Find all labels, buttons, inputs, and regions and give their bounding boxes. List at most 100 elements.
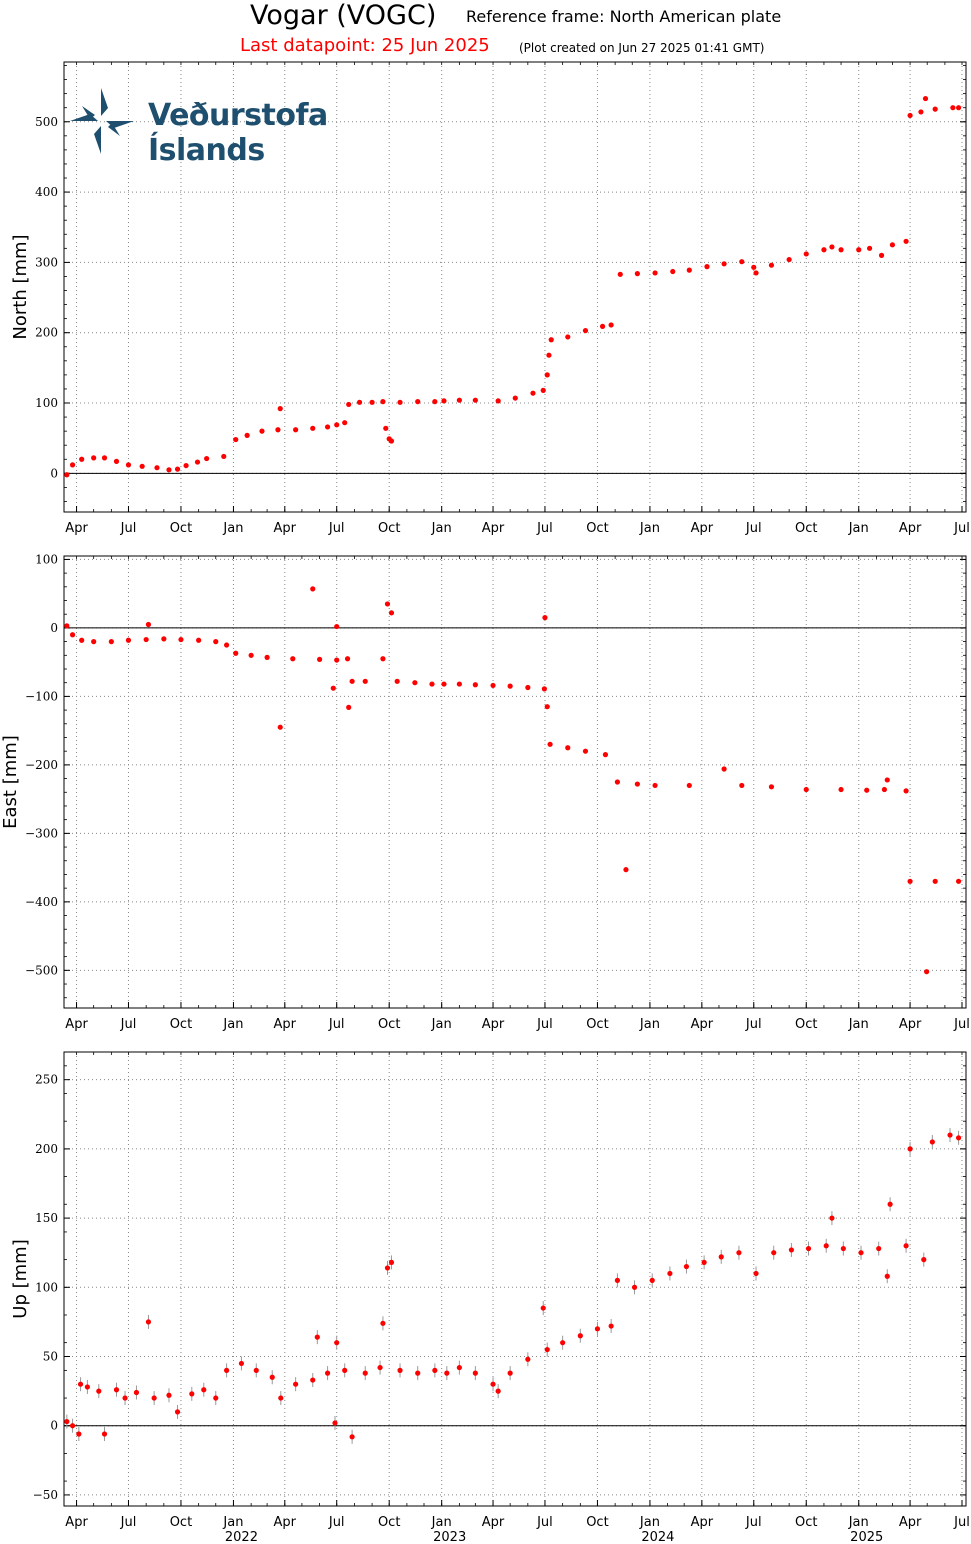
x-tick-label: Jul <box>328 1515 345 1530</box>
x-tick-label: Apr <box>274 521 297 536</box>
data-point <box>683 1263 690 1270</box>
data-point <box>342 420 348 426</box>
data-point <box>101 1431 108 1437</box>
data-point <box>649 1277 655 1283</box>
data-point <box>244 432 250 438</box>
data-point <box>275 427 281 433</box>
data-point <box>161 636 167 642</box>
data-point <box>125 637 132 643</box>
data-point <box>133 1389 140 1396</box>
y-tick-label: −200 <box>25 758 58 772</box>
data-point <box>704 264 710 270</box>
x-tick-label: Jul <box>953 1515 970 1530</box>
y-tick-label: 0 <box>50 621 58 635</box>
data-point <box>145 621 152 628</box>
y-tick-label: 500 <box>35 115 58 129</box>
data-point <box>599 323 606 329</box>
y-tick-label: 0 <box>50 466 58 480</box>
x-tick-label: Jul <box>745 1515 762 1530</box>
data-point <box>383 425 389 431</box>
x-tick-label: Apr <box>691 1017 714 1032</box>
data-point <box>884 1273 890 1279</box>
x-tick-label: Oct <box>586 521 608 536</box>
data-point <box>332 1420 338 1426</box>
x-tick-label: Jul <box>953 521 970 536</box>
x-tick-label: Jan <box>639 1017 660 1032</box>
data-point <box>955 878 962 884</box>
data-point <box>932 106 938 112</box>
data-point <box>233 436 239 443</box>
data-point <box>922 95 929 102</box>
data-point <box>907 878 913 884</box>
data-point <box>739 782 745 789</box>
data-point <box>183 462 189 469</box>
plot-frame <box>63 61 967 513</box>
y-axis-label: East [mm] <box>0 735 21 829</box>
data-point <box>565 745 571 751</box>
data-point <box>69 632 76 638</box>
data-point <box>84 1384 90 1390</box>
logo-text: Veðurstofa Íslands <box>148 98 328 168</box>
data-point <box>472 1370 478 1376</box>
x-tick-label: Jan <box>222 521 243 536</box>
data-point <box>69 1423 76 1429</box>
data-point <box>525 1356 531 1362</box>
x-tick-label: Apr <box>482 521 505 536</box>
plot-frame <box>63 1051 967 1507</box>
data-point <box>362 1370 368 1376</box>
data-point <box>887 1201 893 1207</box>
data-point <box>310 1377 316 1383</box>
data-point <box>864 787 870 793</box>
data-point <box>277 724 283 730</box>
x-tick-label: Jul <box>745 521 762 536</box>
data-point <box>530 390 536 396</box>
data-point <box>884 777 890 783</box>
data-point <box>125 462 132 468</box>
data-point <box>788 1247 795 1253</box>
data-point <box>223 1367 230 1373</box>
data-point <box>441 398 447 404</box>
y-tick-label: 400 <box>35 185 58 199</box>
x-tick-label: Apr <box>691 1515 714 1530</box>
data-point <box>334 1340 340 1346</box>
data-point <box>223 642 230 648</box>
data-point <box>277 406 283 412</box>
data-point <box>314 1334 320 1340</box>
data-point <box>248 652 254 658</box>
data-point <box>634 781 640 787</box>
data-point <box>768 262 775 268</box>
x-year-label: 2023 <box>433 1530 466 1544</box>
data-point <box>166 467 172 473</box>
data-point <box>821 247 827 253</box>
y-tick-label: 300 <box>35 255 58 269</box>
x-tick-label: Apr <box>274 1017 297 1032</box>
data-point <box>415 399 421 405</box>
data-point <box>686 267 692 273</box>
data-point <box>259 428 265 434</box>
x-tick-label: Apr <box>65 521 88 536</box>
data-point <box>388 1259 395 1265</box>
x-tick-label: Oct <box>170 1017 192 1032</box>
x-tick-label: Jan <box>431 521 452 536</box>
x-tick-label: Jul <box>328 1017 345 1032</box>
data-point <box>565 334 571 340</box>
data-point <box>490 682 496 689</box>
data-point <box>507 1370 513 1376</box>
y-tick-label: 50 <box>43 1350 58 1364</box>
data-point <box>293 1381 299 1387</box>
y-tick-label: 150 <box>35 1211 58 1225</box>
data-point <box>805 1245 812 1252</box>
data-point <box>349 678 355 684</box>
x-tick-label: Jan <box>222 1017 243 1032</box>
x-tick-label: Apr <box>691 521 714 536</box>
x-tick-label: Jan <box>639 521 660 536</box>
x-tick-label: Jul <box>536 1515 553 1530</box>
data-point <box>856 247 862 253</box>
data-point <box>542 615 548 621</box>
y-tick-label: 100 <box>35 552 58 566</box>
data-point <box>377 1364 383 1371</box>
data-point <box>64 623 70 629</box>
data-point <box>213 639 219 645</box>
data-point <box>91 455 97 461</box>
data-point <box>753 270 759 276</box>
